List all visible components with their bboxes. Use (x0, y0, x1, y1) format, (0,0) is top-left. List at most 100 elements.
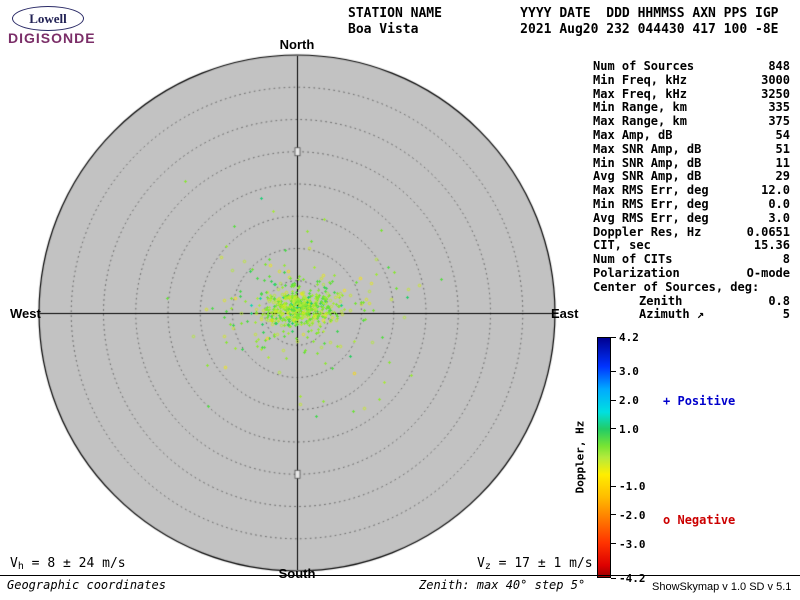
colorbar-tick (611, 428, 616, 430)
stat-value: 29 (775, 169, 790, 184)
direction-label-west: West (10, 306, 41, 321)
colorbar-tick (611, 399, 616, 401)
skymap-canvas (35, 51, 559, 575)
stat-label: Doppler Res, Hz (593, 224, 702, 239)
legend-positive: + Positive (663, 394, 735, 408)
stat-label: Min RMS Err, deg (593, 196, 709, 211)
center-of-sources-heading: Center of Sources, deg: (593, 279, 760, 294)
doppler-colorbar-gradient (597, 337, 611, 578)
zenith-scale-note: Zenith: max 40° step 5° (419, 578, 586, 592)
stat-label: Num of CITs (593, 252, 673, 267)
stat-value: 12.0 (761, 183, 790, 198)
colorbar-tick-label: -2.0 (619, 508, 646, 522)
stat-label: Polarization (593, 265, 680, 280)
stat-row: Min RMS Err, deg 0.0 (593, 196, 790, 212)
colorbar-tick (611, 577, 616, 579)
colorbar-tick (611, 514, 616, 516)
stat-value: 8 (782, 252, 790, 267)
stat-row: Max Amp, dB 54 (593, 127, 790, 143)
stat-row: Max Freq, kHz 3250 (593, 86, 790, 102)
colorbar-tick (611, 370, 616, 372)
stat-value: 375 (768, 114, 790, 129)
stat-label: Min Freq, kHz (593, 72, 687, 87)
vz-value: = 17 ± 1 m/s (490, 556, 593, 571)
stat-value: 0.0651 (746, 224, 790, 239)
stat-value: 5 (782, 307, 790, 322)
stat-label: Min Range, km (593, 100, 687, 115)
vh-subscript: h (17, 561, 24, 572)
vz-subscript: z (484, 561, 491, 572)
stat-label: Max Freq, kHz (593, 86, 687, 101)
stat-label: Zenith (639, 293, 683, 308)
doppler-colorbar: 4.2 3.0 2.0 1.0 -1.0 -2.0 -3.0 -4.2 (597, 331, 646, 585)
colorbar-tick-label: 1.0 (619, 422, 639, 436)
legend-positive-label: Positive (677, 394, 736, 408)
plus-marker-icon: + (663, 394, 671, 408)
vertical-velocity-value: Vz = 17 ± 1 m/s (477, 556, 593, 572)
stat-value: 848 (768, 59, 790, 73)
colorbar-tick-label: -4.2 (619, 572, 646, 585)
stat-value: 3.0 (768, 210, 790, 225)
stat-row: Avg SNR Amp, dB 29 (593, 170, 790, 184)
stat-row: CIT, sec 15.36 (593, 239, 790, 253)
lowell-logo-oval: Lowell (12, 6, 84, 31)
stat-row: Min Range, km 335 (593, 101, 790, 115)
circle-marker-icon: o (663, 513, 671, 527)
stat-row: Min SNR Amp, dB 11 (593, 155, 790, 171)
colorbar-tick (611, 336, 616, 338)
stat-row: Polarization O-mode (593, 265, 790, 281)
digisonde-brand: DIGISONDE (8, 30, 96, 46)
colorbar-tick-label: 4.2 (619, 331, 639, 344)
stat-label: Avg SNR Amp, dB (593, 169, 702, 184)
stat-value: 15.36 (753, 238, 790, 253)
coordinates-note: Geographic coordinates (7, 578, 166, 592)
stat-row: Doppler Res, Hz 0.0651 (593, 224, 790, 240)
stat-row: Max Range, km 375 (593, 114, 790, 129)
stat-label: Avg RMS Err, deg (593, 210, 709, 225)
direction-label-north: North (279, 37, 315, 52)
colorbar-tick (611, 485, 616, 487)
station-header-columns: STATION NAME YYYY DATE DDD HHMMSS AXN PP… (348, 6, 779, 21)
station-header-values: Boa Vista 2021 Aug20 232 044430 417 100 … (348, 22, 779, 37)
stat-row: Num of CITs 8 (593, 252, 790, 267)
stat-label: CIT, sec (593, 238, 651, 253)
vh-symbol: V (10, 556, 18, 571)
stat-row: Max SNR Amp, dB 51 (593, 141, 790, 157)
station-header: STATION NAME YYYY DATE DDD HHMMSS AXN PP… (348, 6, 778, 38)
stat-value: 3000 (761, 72, 790, 87)
stat-value: 54 (775, 127, 790, 142)
doppler-axis-label: Doppler, Hz (573, 420, 587, 494)
vz-symbol: V (477, 556, 485, 571)
colorbar-tick-label: 3.0 (619, 365, 639, 379)
legend-negative: o Negative (663, 513, 735, 527)
colorbar-tick (611, 543, 616, 545)
stat-value: 11 (775, 155, 790, 170)
stat-value: 0.0 (768, 196, 790, 211)
legend-negative-label: Negative (677, 513, 736, 527)
stat-row: Min Freq, kHz 3000 (593, 72, 790, 88)
colorbar-tick-label: -1.0 (619, 480, 646, 494)
stat-value: 51 (775, 141, 790, 156)
stat-label: Azimuth ↗ (639, 307, 705, 322)
colorbar-tick-label: -3.0 (619, 537, 646, 551)
footer-divider (0, 575, 800, 576)
stat-value: O-mode (746, 265, 790, 280)
stat-label: Max Amp, dB (593, 127, 673, 142)
direction-label-south: South (278, 566, 316, 581)
direction-label-east: East (551, 306, 579, 321)
stat-row: Max RMS Err, deg 12.0 (593, 183, 790, 198)
horizontal-velocity-value: Vh = 8 ± 24 m/s (10, 556, 126, 572)
vh-value: = 8 ± 24 m/s (23, 556, 126, 571)
stat-row: Azimuth ↗ 5 (593, 308, 790, 322)
software-version: ShowSkymap v 1.0 SD v 5.1 (652, 581, 792, 593)
stat-value: 0.8 (768, 293, 790, 308)
stat-row: Avg RMS Err, deg 3.0 (593, 210, 790, 226)
colorbar-tick-label: 2.0 (619, 394, 639, 408)
stat-value: 335 (768, 100, 790, 115)
stat-label: Max Range, km (593, 114, 687, 129)
stat-row: Zenith 0.8 (593, 293, 790, 309)
stat-label: Max SNR Amp, dB (593, 141, 702, 156)
stat-value: 3250 (761, 86, 790, 101)
measurement-stats-panel: Num of Sources 848 Min Freq, kHz 3000 Max Fr… (593, 59, 790, 322)
